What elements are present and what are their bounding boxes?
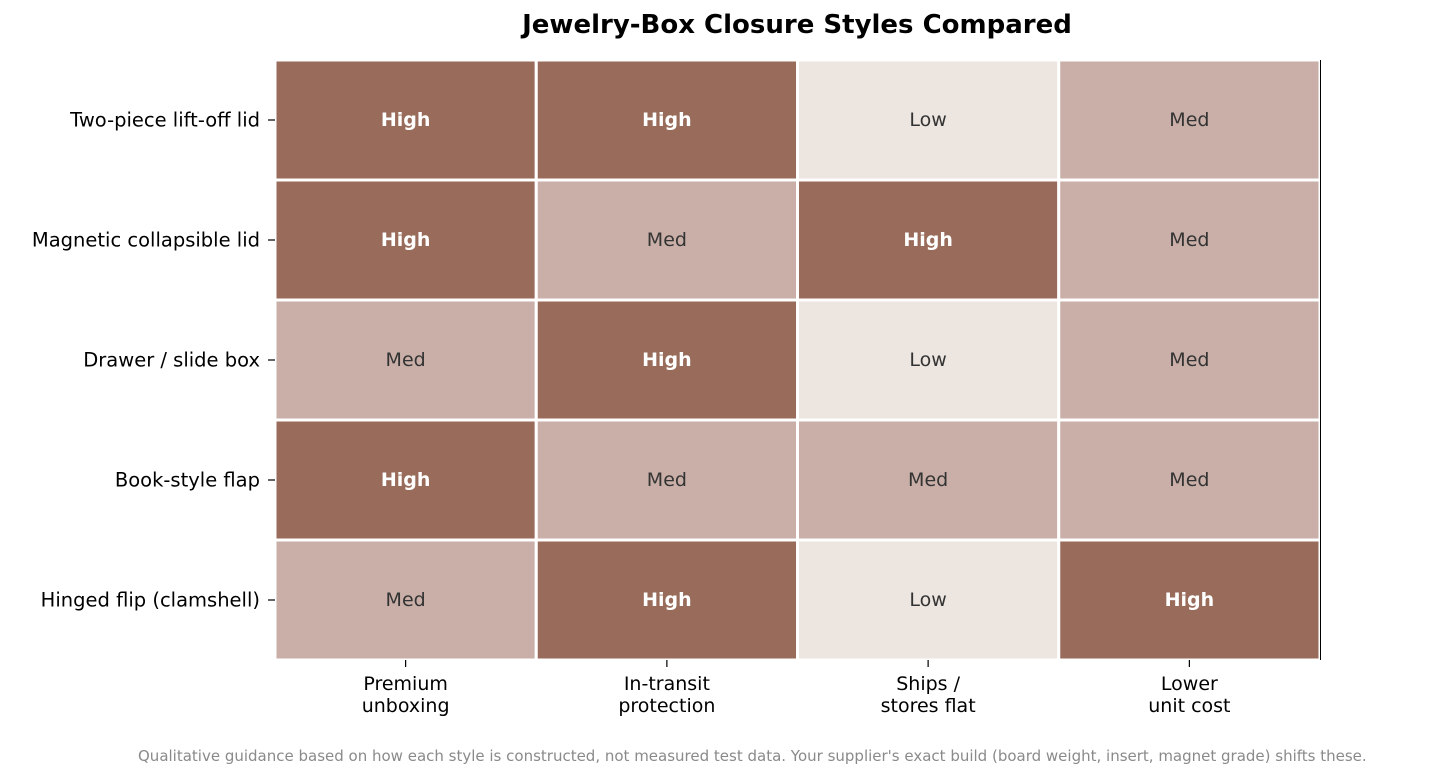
cell-label: Med (1169, 349, 1209, 371)
column-label: Premium (363, 673, 448, 695)
heatmap-cell (534, 418, 799, 542)
cell-label: High (1165, 589, 1215, 611)
column-label: unboxing (362, 695, 450, 717)
heatmap-cell (534, 58, 799, 182)
cell-label: High (381, 469, 431, 491)
heatmap-cell (273, 538, 538, 662)
column-label: Lower (1161, 673, 1218, 695)
row-label: Two-piece lift-off lid (69, 109, 260, 132)
cell-label: Low (909, 109, 946, 131)
chart-title: Jewelry-Box Closure Styles Compared (522, 10, 1072, 40)
heatmap-cell (1057, 178, 1322, 302)
heatmap-cell (796, 58, 1061, 182)
cell-label: Low (909, 349, 946, 371)
column-label: protection (618, 695, 715, 717)
cell-label: Med (1169, 229, 1209, 251)
heatmap-cell (534, 538, 799, 662)
cell-label: Med (386, 589, 426, 611)
heatmap-cell (1057, 418, 1322, 542)
cell-label: High (642, 589, 692, 611)
row-label: Book-style flap (115, 469, 260, 492)
heatmap-cell (796, 538, 1061, 662)
heatmap-cell (796, 418, 1061, 542)
heatmap-cell (273, 418, 538, 542)
column-label: stores flat (881, 695, 976, 717)
heatmap-cell (1057, 298, 1322, 422)
heatmap-cell (534, 298, 799, 422)
cell-label: High (381, 229, 431, 251)
cell-label: High (381, 109, 431, 131)
cell-label: Med (1169, 469, 1209, 491)
cell-label: Med (647, 469, 687, 491)
cell-label: Med (647, 229, 687, 251)
row-label: Hinged flip (clamshell) (41, 589, 260, 612)
column-label: unit cost (1148, 695, 1230, 717)
cell-label: Med (908, 469, 948, 491)
cell-label: Med (1169, 109, 1209, 131)
row-label: Drawer / slide box (83, 349, 260, 372)
cell-label: High (903, 229, 953, 251)
cell-label: High (642, 109, 692, 131)
heatmap-cell (273, 58, 538, 182)
row-label: Magnetic collapsible lid (32, 229, 260, 252)
column-label: Ships / (896, 673, 960, 695)
column-label: In-transit (624, 673, 710, 695)
cell-label: Low (909, 589, 946, 611)
cell-label: Med (386, 349, 426, 371)
cell-label: High (642, 349, 692, 371)
footnote: Qualitative guidance based on how each s… (138, 747, 1367, 765)
